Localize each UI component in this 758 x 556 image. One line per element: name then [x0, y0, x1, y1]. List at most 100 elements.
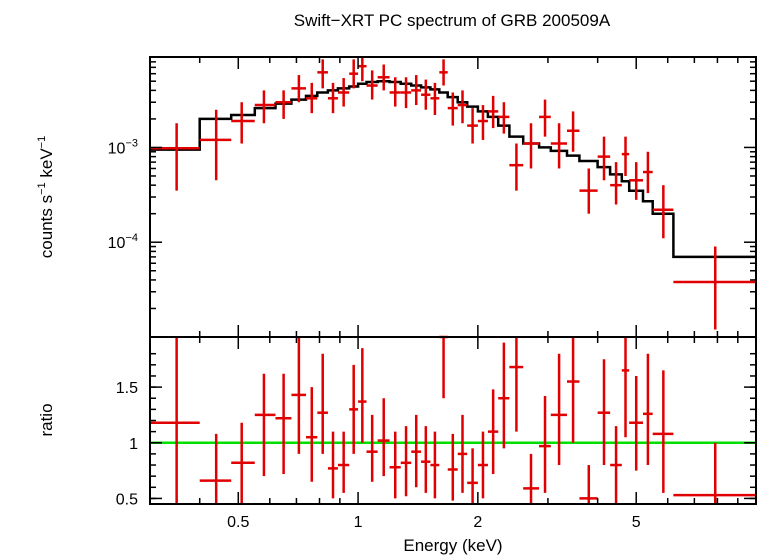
ratio-y-tick-label-1: 1: [129, 436, 138, 453]
ratio-point-21: [457, 414, 468, 493]
data-points: [150, 57, 756, 330]
ratio-point-31: [579, 465, 598, 504]
ratio-point-26: [509, 337, 524, 432]
spectrum-point-15: [400, 77, 412, 109]
spectrum-y-tick-label-1: 10−4: [108, 232, 138, 252]
spectrum-point-29: [550, 123, 568, 169]
spectrum-point-3: [254, 90, 276, 124]
ratio-point-6: [306, 387, 318, 482]
spectrum-point-27: [523, 123, 540, 169]
spectrum-y-axis-label: counts s−1 keV−1: [36, 136, 56, 258]
ratio-point-17: [421, 426, 431, 493]
x-tick-label-0: 0.5: [227, 514, 249, 531]
spectrum-point-36: [642, 151, 653, 194]
spectrum-point-34: [621, 136, 630, 176]
ratio-point-3: [254, 373, 276, 477]
ratio-point-25: [498, 342, 510, 449]
y-tick-base: 10: [108, 235, 126, 252]
ratio-point-20: [447, 433, 458, 501]
ylabel-kev: keV: [37, 148, 56, 183]
ratio-point-10: [349, 364, 359, 454]
ratio-point-30: [567, 337, 580, 443]
model-step-line: [150, 79, 756, 259]
chart-title: Swift−XRT PC spectrum of GRB 200509A: [294, 11, 611, 30]
ylabel-counts: counts s: [37, 195, 56, 258]
spectrum-point-28: [539, 99, 551, 137]
ratio-point-18: [430, 431, 440, 499]
spectrum-point-6: [306, 82, 318, 114]
ratio-point-32: [597, 359, 611, 466]
ratio-point-2: [231, 422, 255, 504]
ratio-point-1: [199, 433, 232, 504]
ratio-point-22: [467, 448, 478, 504]
ylabel-exp2: −1: [36, 136, 48, 149]
spectrum-point-23: [477, 105, 488, 140]
spectrum-point-35: [629, 162, 643, 200]
ratio-y-tick-labels: 0.5 1 1.5: [116, 380, 138, 508]
spectrum-point-2: [231, 102, 255, 144]
ratio-point-23: [477, 431, 488, 499]
spectrum-point-20: [447, 92, 458, 126]
ratio-y-axis-label: ratio: [37, 403, 56, 436]
spectrum-point-21: [457, 90, 468, 124]
ratio-point-16: [411, 414, 422, 488]
y-tick-exponent: −4: [125, 232, 138, 244]
ratio-panel: 0.5 1 1.5 0.5 1 2 5 ratio Energy (keV): [37, 335, 757, 555]
spectrum-point-10: [349, 59, 359, 89]
x-tick-labels: 0.5 1 2 5: [227, 514, 641, 531]
y-tick-base: 10: [108, 140, 126, 157]
ratio-point-13: [377, 398, 390, 477]
ratio-point-9: [337, 431, 350, 493]
spectrum-point-38: [673, 246, 756, 330]
ratio-point-33: [610, 426, 622, 504]
spectrum-point-26: [509, 143, 524, 191]
model-curve: [150, 79, 756, 259]
spectrum-point-1: [199, 109, 232, 181]
spectrum-point-31: [579, 168, 598, 214]
ratio-y-tick-label-2: 1.5: [116, 380, 138, 397]
spectrum-point-25: [498, 102, 510, 134]
spectrum-y-tick-label-0: 10−3: [108, 137, 138, 157]
spectrum-y-tick-labels: 10−310−4: [108, 137, 138, 252]
ratio-point-12: [366, 414, 378, 482]
ratio-point-8: [327, 431, 338, 499]
ratio-y-tick-label-0: 0.5: [116, 491, 138, 508]
spectrum-point-13: [377, 64, 390, 91]
x-tick-label-2: 2: [473, 514, 482, 531]
spectrum-point-18: [430, 82, 440, 115]
spectrum-point-14: [389, 77, 401, 107]
spectrum-point-33: [610, 162, 622, 205]
ratio-point-4: [275, 373, 292, 474]
spectrum-point-30: [567, 111, 580, 152]
spectrum-point-37: [652, 185, 674, 239]
ratio-point-14: [389, 431, 401, 499]
spectrum-point-5: [291, 75, 307, 103]
spectrum-panel: 10−310−4 counts s−1 keV−1: [36, 56, 757, 338]
ratio-point-11: [358, 348, 367, 443]
ratio-point-38: [673, 442, 756, 504]
ratio-point-28: [539, 396, 551, 493]
ratio-point-27: [523, 453, 540, 504]
spectrum-point-9: [337, 78, 350, 107]
ratio-point-19: [439, 335, 448, 399]
x-axis-label: Energy (keV): [403, 536, 502, 555]
ratio-point-37: [652, 370, 674, 493]
spectrum-point-7: [317, 59, 328, 89]
spectrum-point-11: [358, 57, 367, 82]
x-tick-label-1: 1: [354, 514, 363, 531]
ratio-point-34: [621, 337, 630, 438]
y-tick-exponent: −3: [125, 137, 138, 149]
ratio-point-0: [150, 337, 200, 504]
spectrum-point-19: [439, 59, 448, 86]
spectrum-point-32: [597, 136, 611, 181]
ratio-point-5: [291, 337, 307, 454]
ratio-point-15: [400, 426, 412, 497]
x-tick-label-3: 5: [632, 514, 641, 531]
ratio-point-35: [629, 375, 643, 471]
ratio-point-36: [642, 353, 653, 466]
ratio-point-7: [317, 353, 328, 454]
spectrum-point-24: [487, 95, 499, 129]
ratio-frame: [149, 336, 757, 505]
ratio-point-29: [550, 353, 568, 466]
spectrum-point-16: [411, 75, 422, 106]
